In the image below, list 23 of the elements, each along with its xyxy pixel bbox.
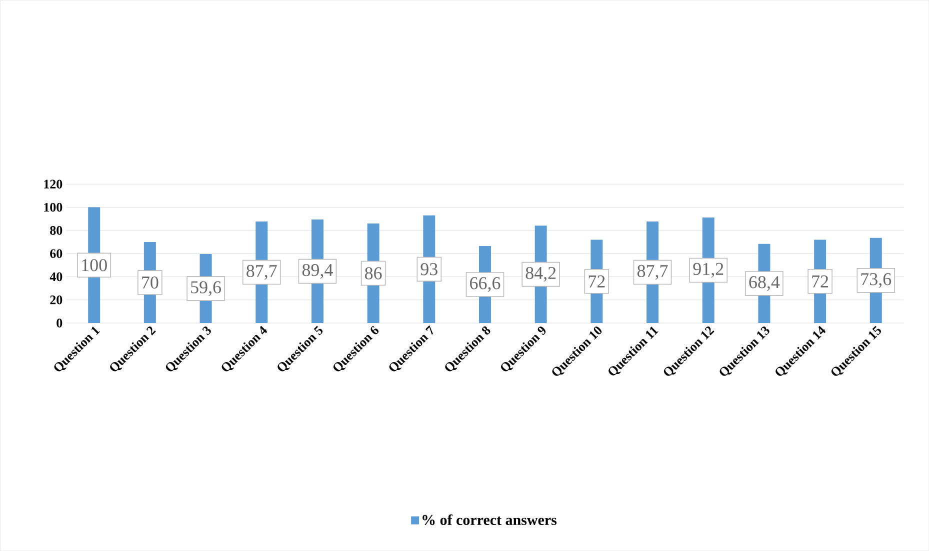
data-label: 72 [812,275,828,288]
data-label: 59,6 [191,281,221,296]
y-tick-label: 120 [44,180,62,188]
data-label: 73,6 [861,273,892,288]
data-label: 87,7 [637,264,668,280]
y-tick-label: 80 [50,226,62,235]
data-label: 87,7 [246,264,277,280]
y-tick-label: 100 [44,202,62,212]
legend-label: % of correct answers [422,514,557,526]
y-tick-label: 0 [56,318,62,328]
data-label: 72 [588,275,605,288]
data-label: 70 [142,276,158,289]
data-label: 86 [365,267,382,280]
data-label: 66,6 [470,277,500,292]
y-tick-label: 40 [50,272,62,282]
data-label: 89,4 [302,264,333,279]
y-tick-label: 60 [50,249,62,258]
data-label: 93 [420,263,438,276]
data-label: 84,2 [526,266,556,282]
data-label: 91,2 [693,262,724,278]
y-tick-label: 20 [50,295,62,304]
data-label: 100 [82,259,107,272]
data-label: 68,4 [749,276,780,291]
